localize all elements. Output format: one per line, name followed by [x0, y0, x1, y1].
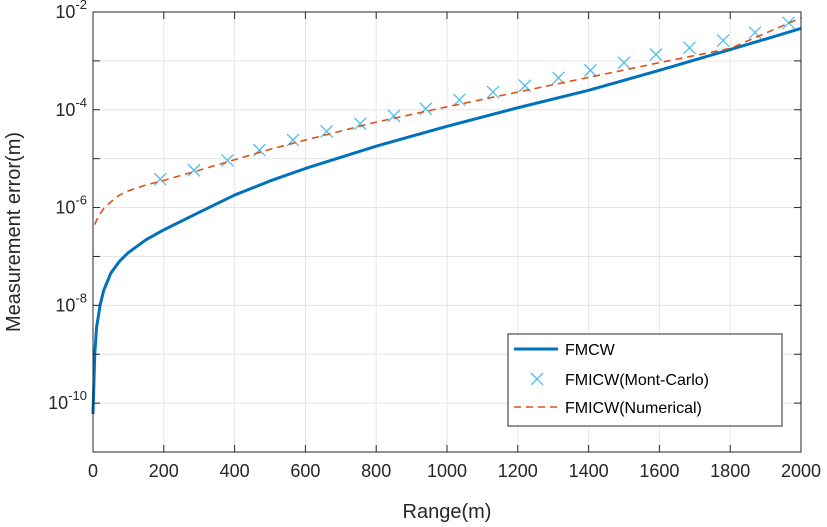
- series-marker-fmicw-montcarlo: [649, 48, 663, 61]
- x-tick-label: 1400: [569, 461, 609, 481]
- x-tick-label: 1200: [498, 461, 538, 481]
- x-tick-label: 200: [149, 461, 179, 481]
- y-tick-label: 10-2: [55, 0, 87, 22]
- x-tick-label: 2000: [781, 461, 821, 481]
- series-marker-fmicw-montcarlo: [552, 71, 565, 85]
- x-tick-label: 600: [290, 461, 320, 481]
- x-tick-label: 0: [88, 461, 98, 481]
- series-marker-fmicw-montcarlo: [320, 125, 334, 138]
- x-tick-label: 1800: [710, 461, 750, 481]
- series-marker-fmicw-montcarlo: [187, 163, 201, 177]
- legend-swatch-marker: [530, 372, 544, 386]
- series-layer: [91, 16, 802, 415]
- legend-label: FMICW(Numerical): [565, 400, 702, 417]
- x-axis-label: Range(m): [403, 501, 492, 523]
- series-line-fmcw: [91, 27, 802, 415]
- series-marker-fmicw-montcarlo: [452, 93, 466, 107]
- series-marker-fmicw-montcarlo: [683, 41, 696, 55]
- series-marker-fmicw-montcarlo: [153, 172, 167, 186]
- series-marker-fmicw-montcarlo: [387, 109, 401, 123]
- legend-label: FMCW: [565, 342, 616, 359]
- series-marker-fmicw-montcarlo: [221, 153, 234, 167]
- ticks: 0 200 400 600 800 1000 1200 1400 1600 1800 2000 10-…: [48, 0, 821, 481]
- x-tick-label: 800: [361, 461, 391, 481]
- y-tick-label: 10-10: [48, 388, 87, 413]
- series-marker-fmicw-montcarlo: [782, 16, 796, 30]
- legend: FMCW FMICW(Mont-Carlo) FMICW(Numerical): [507, 333, 783, 427]
- legend-label: FMICW(Mont-Carlo): [565, 372, 709, 389]
- y-tick-label: 10-6: [55, 193, 87, 218]
- y-tick-label: 10-4: [55, 95, 87, 120]
- series-marker-fmicw-montcarlo: [583, 63, 597, 77]
- series-marker-fmicw-montcarlo: [617, 56, 631, 70]
- series-marker-fmicw-montcarlo: [716, 34, 730, 48]
- x-tick-label: 1000: [427, 461, 467, 481]
- x-tick-label: 400: [220, 461, 250, 481]
- series-marker-fmicw-montcarlo: [486, 85, 500, 99]
- y-axis-label: Measurement error(m): [3, 132, 25, 332]
- y-tick-label: 10-8: [55, 290, 87, 315]
- x-tick-label: 1600: [639, 461, 679, 481]
- series-marker-fmicw-montcarlo: [353, 117, 367, 131]
